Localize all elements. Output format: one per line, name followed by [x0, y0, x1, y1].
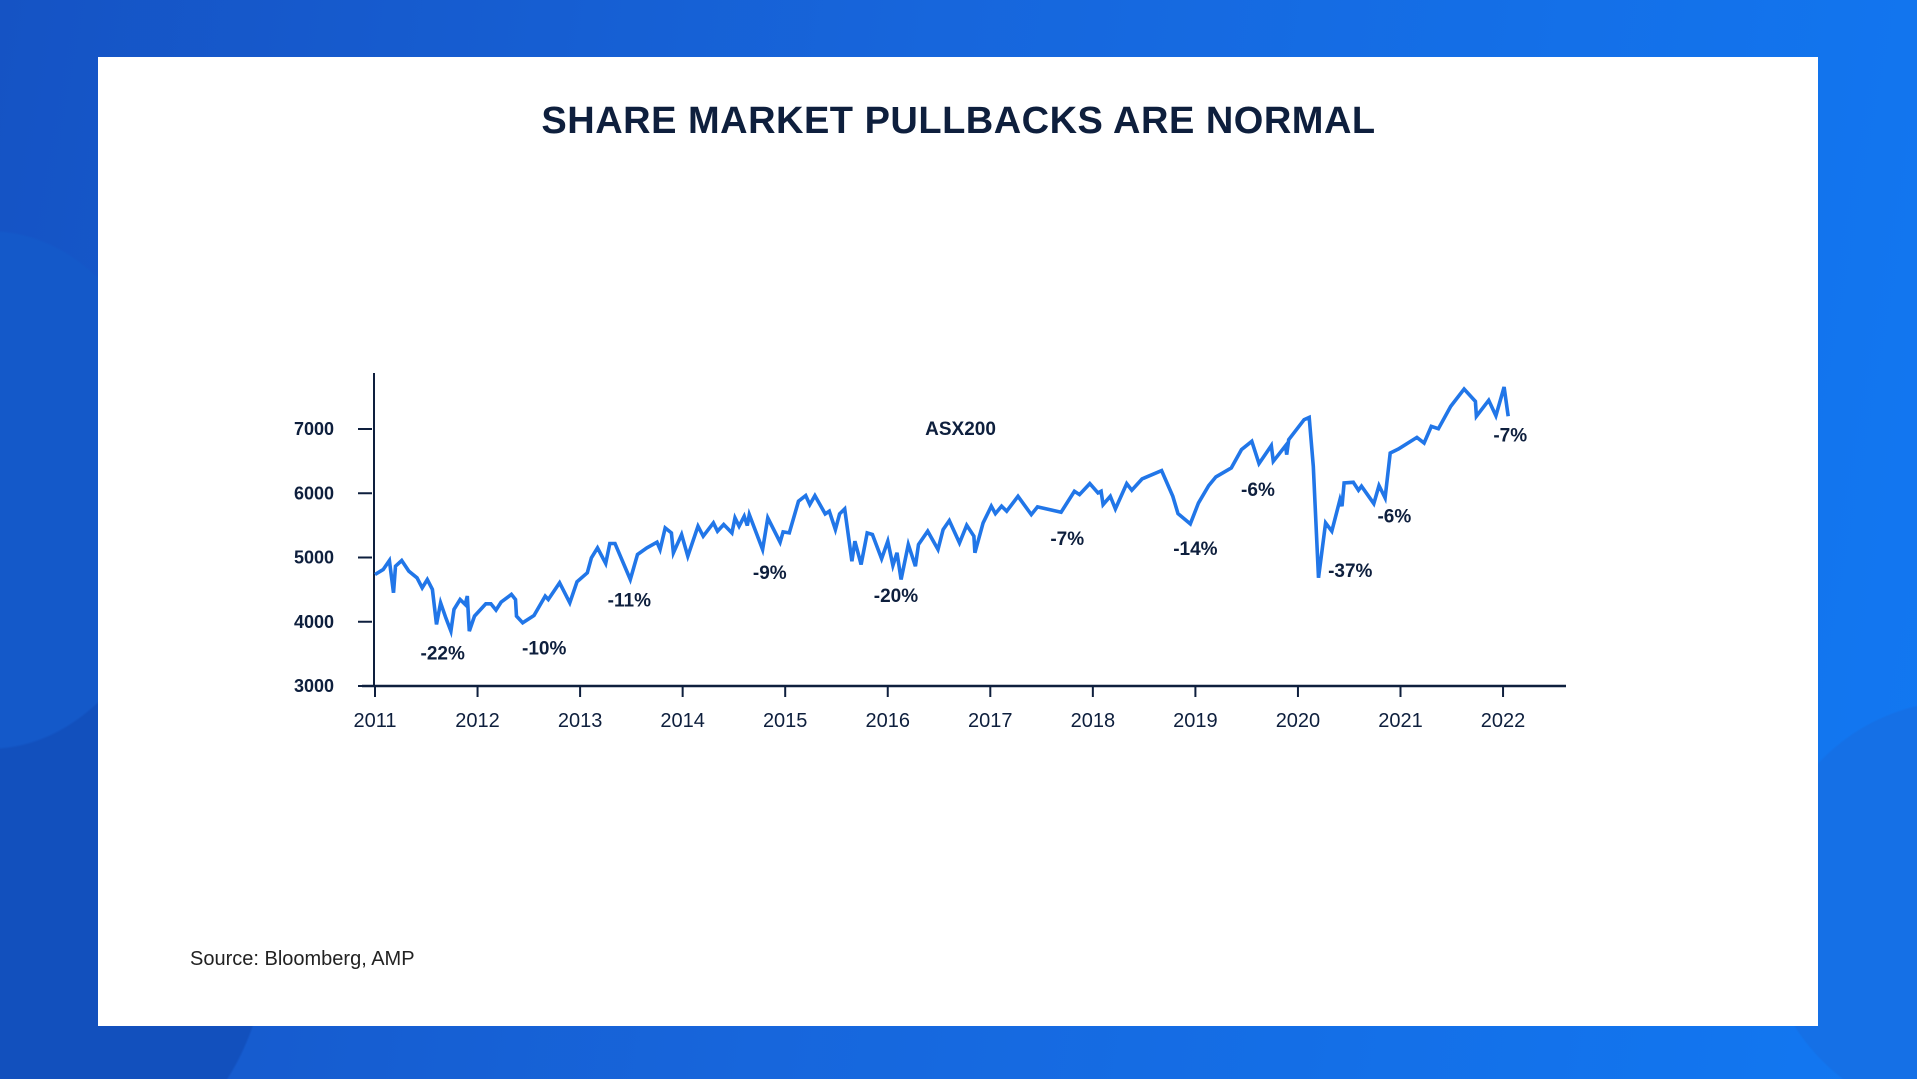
- y-tick-label: 6000: [294, 483, 334, 503]
- x-tick-label: 2011: [353, 710, 396, 732]
- pullback-annotation: -6%: [1241, 480, 1275, 501]
- pullback-annotation: -14%: [1173, 539, 1217, 560]
- source-note: Source: Bloomberg, AMP: [190, 948, 415, 970]
- x-tick-label: 2018: [1071, 710, 1116, 732]
- pullback-annotation: -7%: [1050, 529, 1084, 550]
- x-tick-label: 2020: [1276, 710, 1321, 732]
- pullback-annotation: -9%: [753, 563, 787, 584]
- x-tick-label: 2014: [660, 710, 705, 732]
- pullback-annotation: -10%: [522, 639, 566, 660]
- x-tick-label: 2017: [968, 710, 1013, 732]
- y-tick-label: 3000: [294, 676, 334, 696]
- x-tick-label: 2016: [866, 710, 911, 732]
- pullback-annotation: -20%: [874, 586, 918, 607]
- pullback-annotation: -7%: [1493, 426, 1527, 447]
- y-tick-label: 7000: [294, 419, 334, 439]
- x-tick-label: 2021: [1378, 710, 1423, 732]
- pullback-annotation: -37%: [1328, 561, 1372, 582]
- x-tick-label: 2015: [763, 710, 808, 732]
- asx200-line: [374, 386, 1510, 639]
- pullback-annotation: -22%: [421, 644, 465, 665]
- x-tick-label: 2022: [1481, 710, 1526, 732]
- y-tick-label: 4000: [294, 612, 334, 632]
- y-tick-label: 5000: [294, 548, 334, 568]
- x-tick-label: 2012: [455, 710, 500, 732]
- page-title: SHARE MARKET PULLBACKS ARE NORMAL: [541, 100, 1376, 142]
- pullback-annotation: -6%: [1377, 507, 1411, 528]
- x-tick-label: 2013: [558, 710, 603, 732]
- pullback-annotation: -11%: [608, 590, 651, 611]
- x-tick-label: 2019: [1173, 710, 1218, 732]
- series-label: ASX200: [925, 419, 996, 440]
